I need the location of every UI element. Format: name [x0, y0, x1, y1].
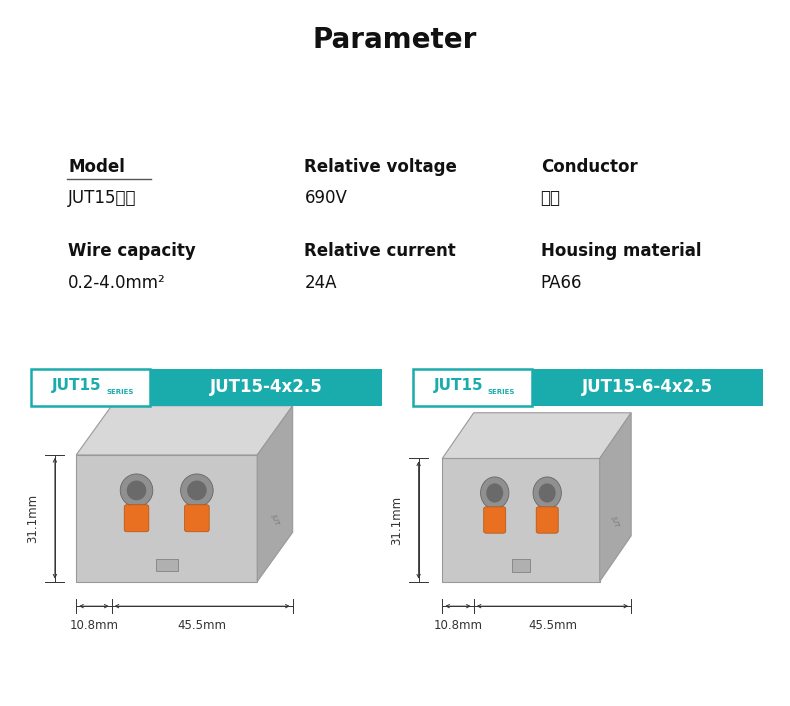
FancyBboxPatch shape	[532, 369, 763, 406]
Text: Housing material: Housing material	[540, 242, 702, 260]
Text: 31.1mm: 31.1mm	[26, 493, 40, 543]
FancyBboxPatch shape	[32, 369, 150, 406]
Text: JUT15: JUT15	[52, 378, 101, 393]
Text: JUT: JUT	[611, 515, 620, 528]
Text: SERIES: SERIES	[488, 389, 515, 395]
Polygon shape	[600, 413, 631, 582]
Text: JUT: JUT	[270, 513, 280, 525]
Ellipse shape	[120, 474, 152, 507]
FancyBboxPatch shape	[124, 505, 149, 532]
Text: Conductor: Conductor	[540, 157, 638, 176]
Text: 45.5mm: 45.5mm	[528, 619, 577, 633]
Ellipse shape	[181, 474, 213, 507]
Ellipse shape	[187, 481, 207, 501]
Ellipse shape	[486, 484, 503, 503]
Text: JUT15: JUT15	[434, 378, 483, 393]
FancyBboxPatch shape	[483, 507, 506, 533]
Polygon shape	[76, 406, 292, 455]
Text: JUT15系列: JUT15系列	[68, 189, 137, 208]
FancyBboxPatch shape	[413, 369, 532, 406]
Text: 紫銅: 紫銅	[540, 189, 561, 208]
Text: JUT15-6-4x2.5: JUT15-6-4x2.5	[582, 378, 713, 397]
Text: 10.8mm: 10.8mm	[70, 619, 118, 633]
Text: Model: Model	[68, 157, 125, 176]
FancyBboxPatch shape	[156, 558, 178, 571]
Text: Relative voltage: Relative voltage	[304, 157, 457, 176]
Text: 690V: 690V	[304, 189, 348, 208]
Text: 45.5mm: 45.5mm	[178, 619, 227, 633]
Polygon shape	[76, 455, 258, 582]
Text: 10.8mm: 10.8mm	[434, 619, 483, 633]
Ellipse shape	[533, 477, 562, 509]
Polygon shape	[258, 406, 292, 582]
Text: PA66: PA66	[540, 274, 582, 292]
Text: 24A: 24A	[304, 274, 337, 292]
FancyBboxPatch shape	[150, 369, 382, 406]
Text: JUT15-4x2.5: JUT15-4x2.5	[209, 378, 322, 397]
FancyBboxPatch shape	[511, 559, 530, 572]
Ellipse shape	[480, 477, 509, 509]
Text: Wire capacity: Wire capacity	[68, 242, 196, 260]
Text: 31.1mm: 31.1mm	[390, 496, 403, 544]
Text: Parameter: Parameter	[313, 26, 477, 54]
Text: SERIES: SERIES	[106, 389, 134, 395]
Polygon shape	[442, 458, 600, 582]
FancyBboxPatch shape	[185, 505, 209, 532]
Ellipse shape	[539, 484, 555, 503]
Text: 0.2-4.0mm²: 0.2-4.0mm²	[68, 274, 166, 292]
Ellipse shape	[126, 481, 146, 501]
Polygon shape	[442, 413, 631, 458]
FancyBboxPatch shape	[536, 507, 559, 533]
Text: Relative current: Relative current	[304, 242, 456, 260]
